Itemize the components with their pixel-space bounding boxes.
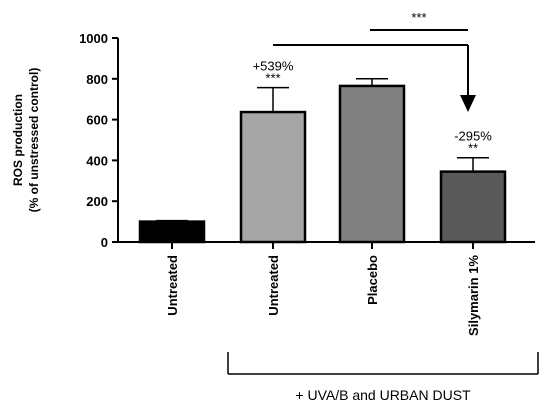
y-tick-label: 200 bbox=[86, 194, 108, 209]
axes: 0 200 400 600 800 1000 Untreated Untreated Place… bbox=[79, 31, 535, 336]
significance-stars: *** bbox=[265, 71, 280, 86]
bar bbox=[338, 84, 406, 244]
group-bracket: + UVA/B and URBAN DUST bbox=[227, 352, 539, 403]
annotations: ***+539%**-295%*** bbox=[253, 10, 493, 156]
bars bbox=[138, 78, 507, 244]
comparison-arrow-head bbox=[460, 95, 476, 112]
x-tick-label: Silymarin 1% bbox=[466, 255, 481, 336]
comparison-stars: *** bbox=[411, 10, 426, 25]
bar bbox=[239, 110, 307, 244]
y-tick-label: 600 bbox=[86, 113, 108, 128]
y-tick-label: 400 bbox=[86, 153, 108, 168]
y-tick-label: 0 bbox=[101, 235, 108, 250]
bar bbox=[138, 220, 206, 244]
x-tick-label: Placebo bbox=[365, 255, 380, 305]
significance-stars: ** bbox=[468, 141, 478, 156]
y-axis-title-line2: (% of unstressed control) bbox=[27, 68, 41, 213]
bar bbox=[439, 170, 507, 244]
x-tick-label: Untreated bbox=[266, 255, 281, 316]
y-axis-title-line1: ROS production bbox=[11, 94, 25, 186]
group-label: + UVA/B and URBAN DUST bbox=[295, 387, 471, 403]
y-tick-label: 1000 bbox=[79, 31, 108, 46]
percent-change-label: -295% bbox=[454, 129, 492, 144]
y-axis-title: ROS production (% of unstressed control) bbox=[11, 68, 41, 213]
y-tick-label: 800 bbox=[86, 72, 108, 87]
percent-change-label: +539% bbox=[253, 59, 294, 74]
x-tick-label: Untreated bbox=[165, 255, 180, 316]
